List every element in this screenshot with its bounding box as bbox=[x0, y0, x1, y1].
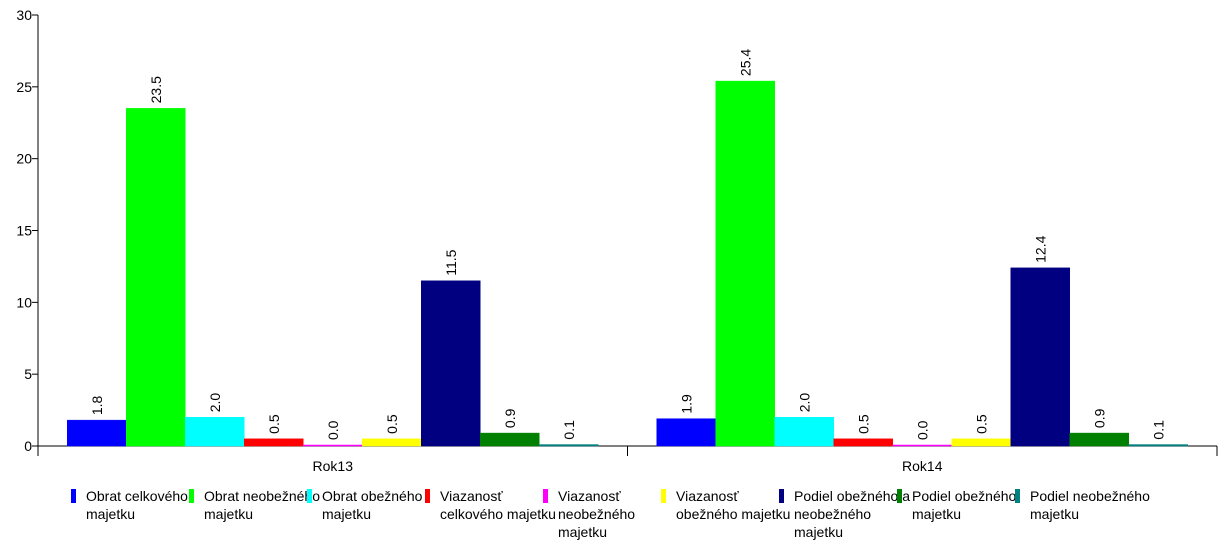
legend-label: celkového majetku bbox=[440, 506, 556, 522]
y-tick-label: 5 bbox=[24, 366, 32, 382]
legend-item: Obrat neobežného majetku bbox=[189, 488, 320, 522]
legend-swatch bbox=[543, 489, 548, 503]
legend-label: majetku bbox=[322, 506, 371, 522]
legend-label: neobežného bbox=[558, 506, 635, 522]
legend-item: Podiel obežného a neobežného majetku bbox=[779, 488, 910, 540]
y-tick-label: 15 bbox=[16, 223, 32, 239]
legend-item: Viazanosť celkového majetku bbox=[425, 488, 556, 522]
bar-value-label: 0.5 bbox=[266, 414, 282, 434]
legend-item: Obrat obežného majetku bbox=[307, 488, 423, 522]
legend-label: obežného majetku bbox=[676, 506, 790, 522]
legend-swatch bbox=[425, 489, 430, 503]
legend-label: Viazanosť bbox=[440, 488, 503, 504]
y-tick-label: 0 bbox=[24, 438, 32, 454]
bar bbox=[480, 432, 540, 447]
bar-value-label: 0.0 bbox=[325, 420, 341, 440]
bar-value-label: 0.5 bbox=[855, 414, 871, 434]
bar-value-label: 0.1 bbox=[1150, 420, 1166, 440]
bar bbox=[362, 438, 422, 447]
bar-value-label: 0.1 bbox=[561, 420, 577, 440]
x-category-label: Rok13 bbox=[313, 458, 354, 474]
legend-swatch bbox=[661, 489, 666, 503]
legend-label: Podiel obežného a bbox=[794, 488, 910, 504]
bar bbox=[715, 80, 775, 447]
legend-swatch bbox=[779, 489, 784, 503]
legend-label: majetku bbox=[86, 506, 135, 522]
bar bbox=[421, 280, 481, 447]
bar bbox=[1128, 444, 1188, 447]
bar-value-label: 12.4 bbox=[1032, 235, 1048, 262]
bar bbox=[1010, 267, 1070, 447]
bar bbox=[833, 438, 893, 447]
bar bbox=[303, 444, 363, 447]
legend-item: Viazanosť neobežného majetku bbox=[543, 488, 635, 540]
legend-swatch bbox=[71, 489, 76, 503]
y-tick-label: 10 bbox=[16, 294, 32, 310]
legend-label: Viazanosť bbox=[558, 488, 621, 504]
legend-label: majetku bbox=[1030, 506, 1079, 522]
legend-label: Podiel obežného bbox=[912, 488, 1017, 504]
bar bbox=[1069, 432, 1129, 447]
bar-value-label: 0.5 bbox=[384, 414, 400, 434]
bar-value-label: 23.5 bbox=[148, 76, 164, 103]
bar-value-label: 1.8 bbox=[89, 395, 105, 415]
bar-value-label: 11.5 bbox=[443, 249, 459, 275]
legend-swatch bbox=[1015, 489, 1020, 503]
legend-item: Viazanosť obežného majetku bbox=[661, 488, 790, 522]
bar-value-label: 0.5 bbox=[973, 414, 989, 434]
bar-value-label: 25.4 bbox=[737, 49, 753, 76]
bar-value-label: 2.0 bbox=[796, 393, 812, 413]
legend-label: majetku bbox=[204, 506, 253, 522]
legend-label: majetku bbox=[794, 524, 843, 540]
bar bbox=[185, 417, 245, 447]
bar bbox=[126, 108, 186, 447]
legend-label: majetku bbox=[558, 524, 607, 540]
bar-value-label: 1.9 bbox=[678, 394, 694, 414]
legend-label: Podiel neobežného bbox=[1030, 488, 1150, 504]
bar-value-label: 2.0 bbox=[207, 393, 223, 413]
bar bbox=[67, 419, 127, 447]
legend-swatch bbox=[897, 489, 902, 503]
bar-value-label: 0.9 bbox=[1091, 408, 1107, 428]
chart-data-labels: 1.8 1.9 23.5 25.4 2.0 2.0 0.5 0.5 0.0 0.0 0.5 0.5 11… bbox=[89, 49, 1167, 440]
bar bbox=[774, 417, 834, 447]
legend-item: Podiel obežného majetku bbox=[897, 488, 1017, 522]
legend-item: Podiel neobežného majetku bbox=[1015, 488, 1150, 522]
y-tick-label: 25 bbox=[16, 79, 32, 95]
x-category-label: Rok14 bbox=[902, 458, 943, 474]
bar bbox=[892, 444, 952, 447]
y-tick-label: 30 bbox=[16, 7, 32, 23]
legend-swatch bbox=[189, 489, 194, 503]
legend-swatch bbox=[307, 489, 312, 503]
bar-value-label: 0.9 bbox=[502, 408, 518, 428]
bar-value-label: 0.0 bbox=[914, 420, 930, 440]
bar bbox=[539, 444, 599, 447]
legend-label: majetku bbox=[912, 506, 961, 522]
y-tick-label: 20 bbox=[16, 151, 32, 167]
bar bbox=[656, 418, 716, 447]
chart-bars bbox=[67, 80, 1188, 447]
legend-label: neobežného bbox=[794, 506, 871, 522]
legend-label: Viazanosť bbox=[676, 488, 739, 504]
legend-label: Obrat celkového bbox=[86, 488, 188, 504]
bar bbox=[951, 438, 1011, 447]
legend-label: Obrat obežného bbox=[322, 488, 423, 504]
legend-item: Obrat celkového majetku bbox=[71, 488, 188, 522]
legend-label: Obrat neobežného bbox=[204, 488, 320, 504]
bar bbox=[244, 438, 304, 447]
